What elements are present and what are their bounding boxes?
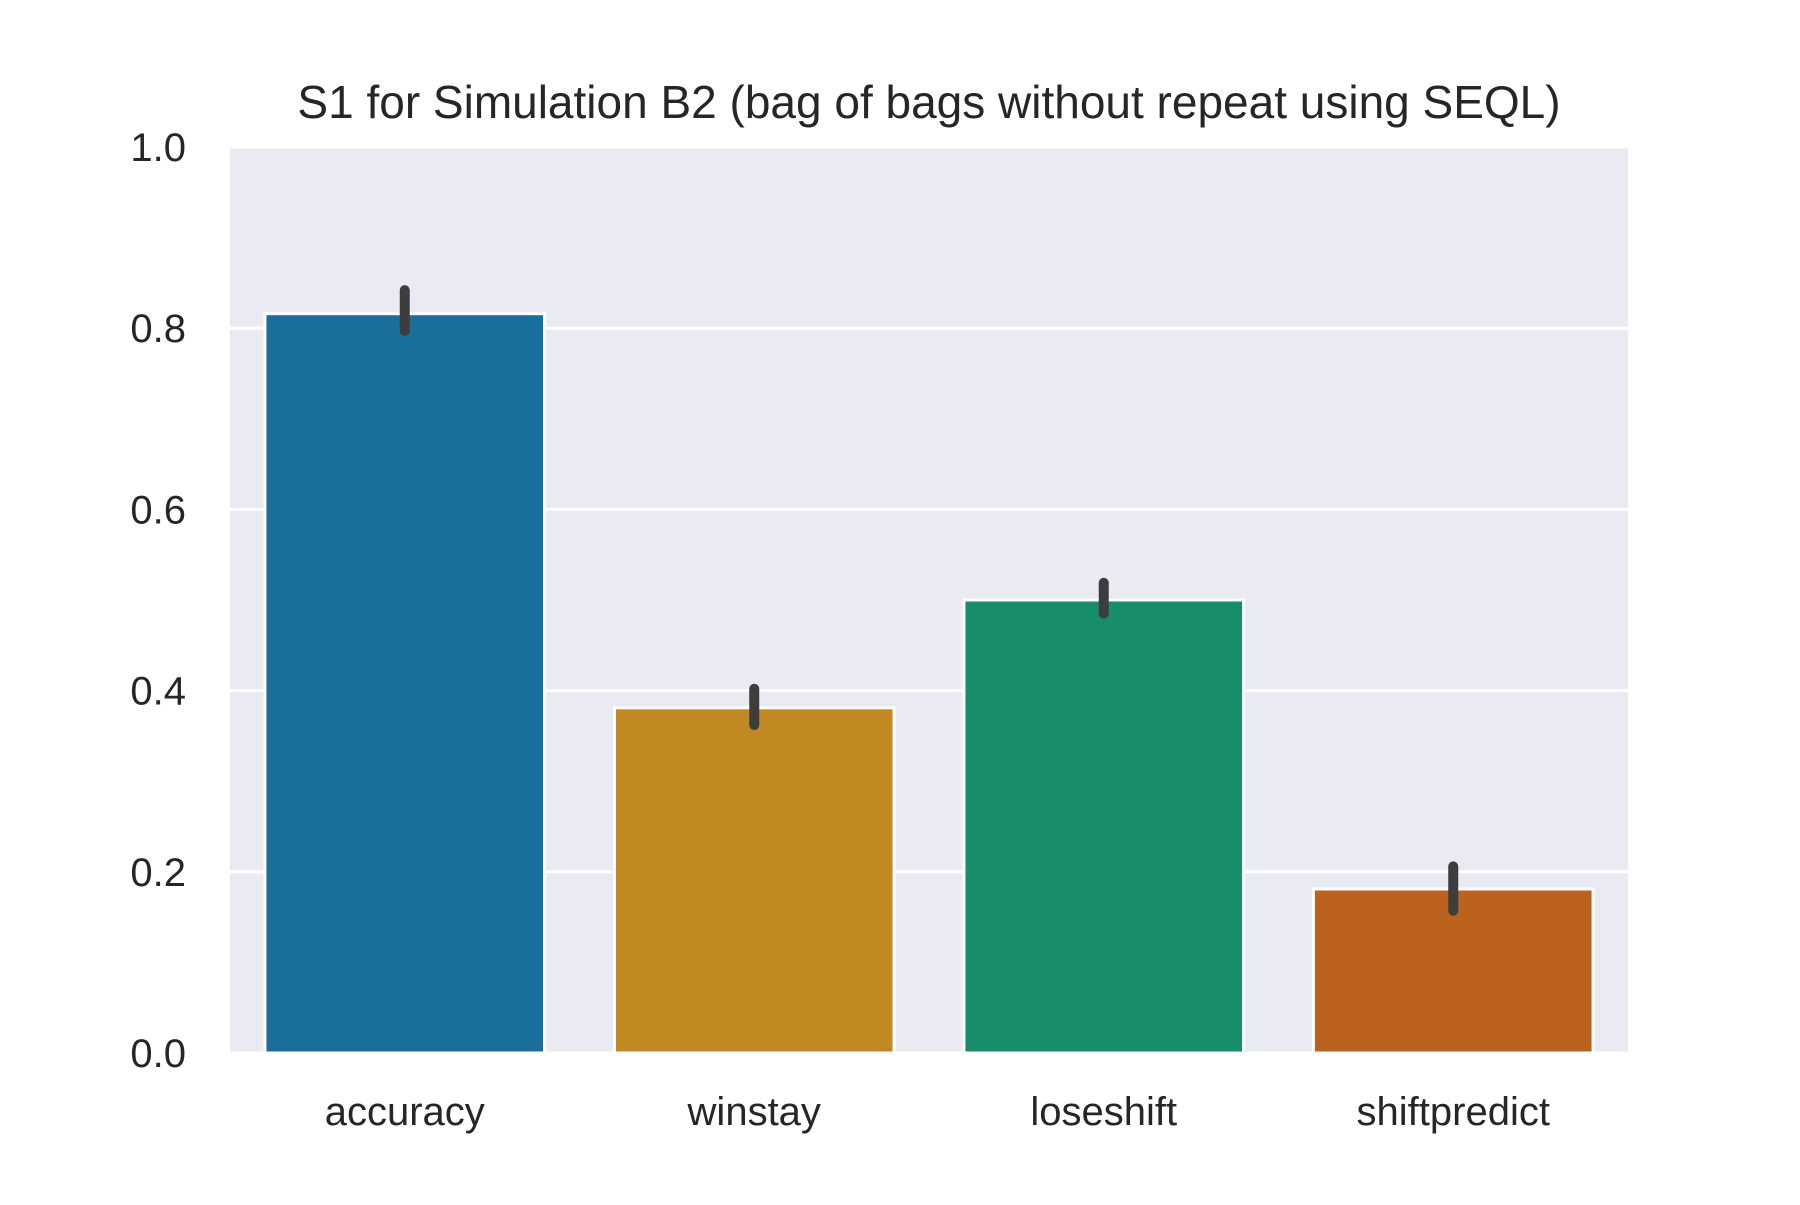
y-tick-label: 0.2 [130, 851, 186, 895]
y-tick-label: 0.4 [130, 670, 186, 714]
x-axis-ticks: accuracy winstay loseshift shiftpredict [325, 1090, 1550, 1134]
y-tick-label: 0.0 [130, 1032, 186, 1076]
y-tick-label: 0.6 [130, 488, 186, 532]
y-tick-label: 1.0 [130, 126, 186, 170]
x-tick-label: shiftpredict [1357, 1090, 1550, 1134]
bar-shiftpredict [1311, 887, 1595, 1055]
x-tick-label: accuracy [325, 1090, 485, 1134]
x-tick-label: winstay [687, 1090, 821, 1134]
bars [263, 312, 1595, 1055]
x-tick-label: loseshift [1030, 1090, 1177, 1134]
y-tick-label: 0.8 [130, 307, 186, 351]
chart-title: S1 for Simulation B2 (bag of bags withou… [297, 76, 1560, 128]
bar-winstay [612, 706, 896, 1055]
bar-loseshift [962, 598, 1246, 1055]
bar-accuracy [263, 312, 547, 1055]
y-axis-ticks: 0.0 0.2 0.4 0.6 0.8 1.0 [130, 126, 186, 1076]
error-bars [399, 285, 1459, 916]
